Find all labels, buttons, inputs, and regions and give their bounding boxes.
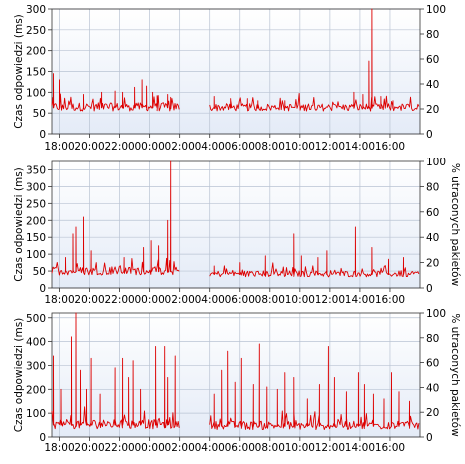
y-tick-label: 500 — [26, 313, 46, 325]
y2-tick-label: 80 — [426, 181, 439, 193]
x-tick-label: 14:00 — [345, 442, 375, 454]
y-tick-label: 100 — [26, 249, 46, 261]
series-line — [51, 312, 420, 431]
series-segment — [209, 8, 420, 112]
y-tick-label: 300 — [26, 4, 46, 16]
y2-axis-title: % utraconych pakietów — [449, 313, 461, 437]
y2-tick-label: 0 — [426, 283, 433, 295]
x-tick-label: 00:00 — [134, 442, 164, 454]
x-tick-label: 20:00 — [74, 141, 104, 153]
x-tick-label: 16:00 — [375, 294, 405, 306]
y-tick-label: 0 — [39, 432, 46, 444]
y-tick-label: 250 — [26, 25, 46, 37]
x-tick-label: 18:00 — [44, 294, 74, 306]
y-tick-label: 300 — [26, 360, 46, 372]
y2-tick-label: 80 — [426, 29, 439, 41]
x-tick-label: 06:00 — [225, 294, 255, 306]
y-tick-label: 150 — [26, 67, 46, 79]
y-tick-label: 50 — [33, 266, 46, 278]
x-tick-label: 16:00 — [375, 141, 405, 153]
series-segment — [209, 343, 420, 431]
y-tick-label: 0 — [39, 283, 46, 295]
y-tick-label: 200 — [26, 215, 46, 227]
response-time-chart-bottom: 0 100 200 300 400 500 0 20 40 60 80 100 20:00 22:00 00… — [13, 308, 461, 454]
x-tick-label: 06:00 — [225, 442, 255, 454]
y-axis-title: Czas odpowiedzi (ms) — [13, 14, 25, 129]
y2-tick-label: 0 — [426, 129, 433, 141]
chart-panel-middle: 0 50 100 150 200 250 300 350 0 20 40 60 80 100 20:00 22… — [0, 158, 465, 308]
y-tick-label: 200 — [26, 46, 46, 58]
y-axis-title: Czas odpowiedzi (ms) — [13, 318, 25, 433]
grid-lines — [52, 8, 420, 135]
x-tick-label: 18:00 — [44, 442, 74, 454]
series-line — [51, 160, 420, 278]
y2-tick-label: 60 — [426, 54, 439, 66]
x-tick-label: 10:00 — [285, 442, 315, 454]
x-tick-label: 12:00 — [315, 294, 345, 306]
plot-frame — [51, 312, 421, 438]
x-tick-label: 20:00 — [74, 442, 104, 454]
response-time-chart-middle: 0 50 100 150 200 250 300 350 0 20 40 60 80 100 20:00 22… — [13, 158, 461, 306]
y-tick-label: 200 — [26, 384, 46, 396]
x-tick-label: 04:00 — [195, 442, 225, 454]
x-tick-label: 08:00 — [255, 442, 285, 454]
y-tick-label: 100 — [26, 87, 46, 99]
x-tick-label: 08:00 — [255, 294, 285, 306]
y-tick-label: 150 — [26, 232, 46, 244]
series-segment — [51, 160, 180, 276]
y-tick-label: 300 — [26, 181, 46, 193]
y2-tick-label: 60 — [426, 207, 439, 219]
x-tick-label: 02:00 — [165, 294, 195, 306]
y2-tick-label: 100 — [426, 4, 446, 16]
x-tick-label: 10:00 — [285, 294, 315, 306]
y2-tick-label: 40 — [426, 232, 439, 244]
y-tick-label: 350 — [26, 164, 46, 176]
y2-tick-label: 20 — [426, 104, 439, 116]
x-tick-label: 00:00 — [134, 141, 164, 153]
x-tick-label: 10:00 — [285, 141, 315, 153]
chart-panel-bottom: 0 100 200 300 400 500 0 20 40 60 80 100 20:00 22:00 00… — [0, 308, 465, 464]
x-tick-label: 22:00 — [104, 294, 134, 306]
chart-panel-top: 0 50 100 150 200 250 300 0 20 40 60 80 100 20:00 22:00… — [0, 0, 465, 158]
x-tick-label: 12:00 — [315, 141, 345, 153]
x-tick-label: 20:00 — [74, 294, 104, 306]
y-tick-label: 0 — [39, 129, 46, 141]
x-tick-label: 02:00 — [165, 141, 195, 153]
x-tick-label: 04:00 — [195, 141, 225, 153]
y-axis-title: Czas odpowiedzi (ms) — [13, 167, 25, 282]
series-segment — [209, 226, 420, 278]
y-tick-label: 100 — [26, 408, 46, 420]
x-tick-label: 18:00 — [44, 141, 74, 153]
y2-tick-label: 40 — [426, 382, 439, 394]
series-line — [51, 8, 420, 112]
response-time-chart-top: 0 50 100 150 200 250 300 0 20 40 60 80 100 20:00 22:00… — [13, 4, 446, 153]
y2-tick-label: 20 — [426, 407, 439, 419]
x-tick-label: 08:00 — [255, 141, 285, 153]
y2-tick-label: 40 — [426, 79, 439, 91]
y2-tick-label: 80 — [426, 333, 439, 345]
series-segment — [51, 312, 180, 430]
x-tick-label: 22:00 — [104, 442, 134, 454]
y2-tick-label: 0 — [426, 432, 433, 444]
x-tick-label: 02:00 — [165, 442, 195, 454]
y2-axis-title: % utraconych pakietów — [449, 163, 461, 287]
plot-frame — [51, 160, 421, 289]
x-tick-label: 12:00 — [315, 442, 345, 454]
y2-tick-label: 20 — [426, 258, 439, 270]
x-tick-label: 16:00 — [375, 442, 405, 454]
x-tick-label: 14:00 — [345, 294, 375, 306]
y-tick-label: 50 — [33, 108, 46, 120]
x-tick-label: 06:00 — [225, 141, 255, 153]
x-tick-label: 04:00 — [195, 294, 225, 306]
y2-tick-label: 100 — [426, 308, 446, 320]
y-tick-label: 250 — [26, 198, 46, 210]
y2-tick-label: 100 — [426, 158, 446, 168]
x-tick-label: 00:00 — [134, 294, 164, 306]
y2-tick-label: 60 — [426, 358, 439, 370]
series-segment — [51, 73, 180, 112]
plot-area — [52, 161, 420, 288]
x-tick-label: 14:00 — [345, 141, 375, 153]
x-tick-label: 22:00 — [104, 141, 134, 153]
y-tick-label: 400 — [26, 337, 46, 349]
